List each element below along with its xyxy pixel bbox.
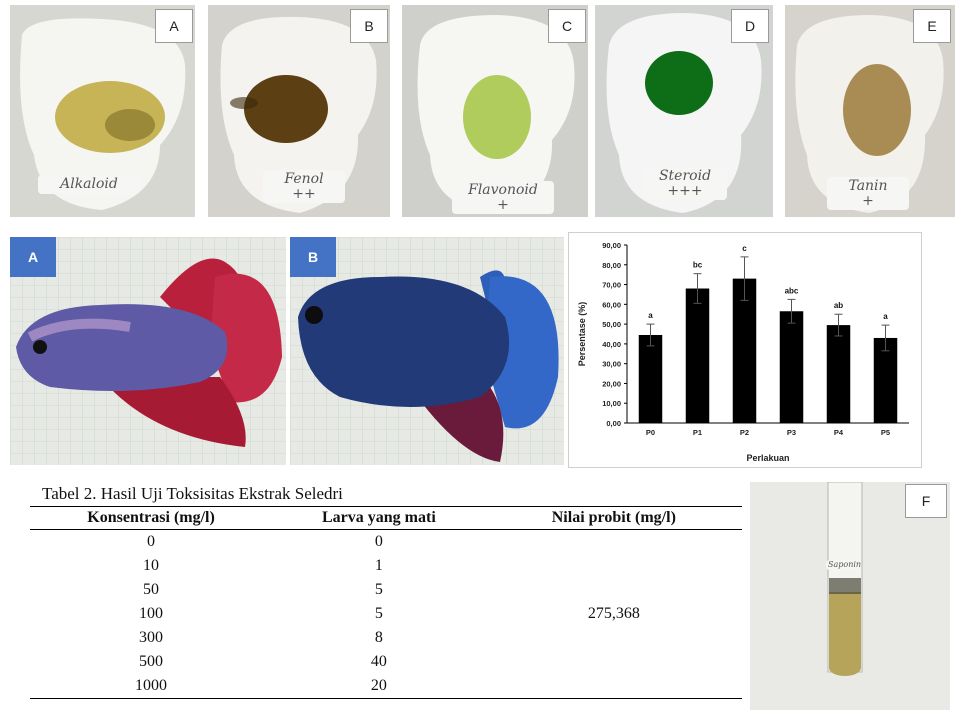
tube-label: Saponin (826, 560, 862, 571)
cell-larva: 5 (374, 605, 383, 622)
phyto-photo-fenol: Fenol ++ B (208, 5, 390, 217)
significance-label: a (883, 312, 888, 321)
toxicity-table: Konsentrasi (mg/l) Larva yang mati Nilai… (30, 506, 742, 699)
fish-photo-b: B (290, 237, 564, 465)
y-tick-label: 80,00 (602, 261, 621, 270)
label-steroid: Steroid +++ (643, 167, 727, 201)
label-flavonoid: Flavonoid + (452, 181, 554, 215)
cell-probit: 275,368 (485, 529, 742, 699)
cell-larva: 1 (374, 557, 383, 574)
cell-larva: 0 (374, 533, 383, 550)
y-axis-title: Persentase (%) (577, 302, 587, 367)
toxicity-table-area: Tabel 2. Hasil Uji Toksisitas Ekstrak Se… (30, 482, 742, 704)
bar-p0 (638, 334, 663, 423)
x-tick-label: P2 (740, 428, 749, 437)
phyto-photo-steroid: Steroid +++ D (595, 5, 773, 217)
cell-konsentrasi: 50 (143, 581, 160, 598)
cell-larva: 8 (374, 629, 383, 646)
y-tick-label: 10,00 (602, 399, 621, 408)
y-tick-label: 60,00 (602, 300, 621, 309)
phyto-photo-flavonoid: Flavonoid + C (402, 5, 588, 217)
bar-p2 (732, 278, 757, 423)
bar-chart: 0,00 10,00 20,00 30,00 40,00 50,00 60,00 70,00 8… (577, 241, 909, 463)
x-tick-label: P1 (693, 428, 702, 437)
table-row: 1000 20 (30, 674, 742, 699)
panel-letter-d: D (731, 9, 769, 43)
bar-p1 (685, 288, 710, 423)
table-row: 100 5 (30, 602, 742, 626)
table-row: 500 40 (30, 650, 742, 674)
significance-label: bc (693, 261, 703, 270)
x-tick-label: P0 (646, 428, 655, 437)
table-row: 50 5 (30, 578, 742, 602)
cell-konsentrasi: 0 (147, 533, 156, 550)
bar-p5 (873, 337, 898, 423)
bar-p4 (826, 325, 851, 423)
label-fenol: Fenol ++ (263, 170, 345, 204)
phyto-photo-alkaloid: Alkaloid A (10, 5, 195, 217)
y-tick-label: 30,00 (602, 360, 621, 369)
table-row: 300 8 (30, 626, 742, 650)
y-tick-label: 20,00 (602, 379, 621, 388)
cell-konsentrasi: 300 (139, 629, 164, 646)
panel-letter-b: B (350, 9, 388, 43)
cell-konsentrasi: 100 (139, 605, 164, 622)
panel-letter-f: F (905, 484, 947, 518)
table-header-row: Konsentrasi (mg/l) Larva yang mati Nilai… (30, 506, 742, 530)
x-tick-label: P3 (787, 428, 796, 437)
cell-konsentrasi: 10 (143, 557, 160, 574)
panel-letter-c: C (548, 9, 586, 43)
panel-letter-e: E (913, 9, 951, 43)
cell-konsentrasi: 500 (139, 653, 164, 670)
x-axis-title: Perlakuan (746, 453, 789, 463)
x-tick-label: P5 (881, 428, 890, 437)
y-tick-label: 0,00 (606, 419, 621, 428)
significance-label: c (742, 244, 747, 253)
y-tick-label: 50,00 (602, 320, 621, 329)
y-tick-label: 70,00 (602, 281, 621, 290)
cell-konsentrasi: 1000 (30, 674, 273, 699)
fish-label-a: A (10, 237, 56, 277)
phyto-photo-tanin: Tanin + E (785, 5, 955, 217)
betta-fish-image-b (290, 237, 564, 465)
label-tanin: Tanin + (827, 177, 909, 211)
table-caption: Tabel 2. Hasil Uji Toksisitas Ekstrak Se… (42, 484, 343, 503)
header-probit: Nilai probit (mg/l) (485, 506, 742, 530)
fish-photo-a: A (10, 237, 286, 465)
bar-chart-panel: 0,00 10,00 20,00 30,00 40,00 50,00 60,00 70,00 8… (568, 232, 922, 468)
cell-larva: 5 (374, 581, 383, 598)
label-alkaloid: Alkaloid (38, 175, 140, 194)
significance-label: abc (785, 286, 799, 295)
table-row: 10 1 (30, 554, 742, 578)
tube-photo: Saponin F (750, 482, 950, 710)
y-tick-label: 40,00 (602, 340, 621, 349)
betta-fish-image-a (10, 237, 286, 465)
significance-label: a (648, 311, 653, 320)
header-larva: Larva yang mati (272, 506, 486, 530)
test-tube-image (750, 482, 950, 710)
significance-label: ab (834, 301, 843, 310)
y-tick-label: 90,00 (602, 241, 621, 250)
cell-larva: 40 (370, 653, 387, 670)
table-row: 0 0 275,368 (30, 529, 742, 699)
fish-label-b: B (290, 237, 336, 277)
bar-p3 (779, 311, 804, 423)
x-tick-label: P4 (834, 428, 844, 437)
cell-larva: 20 (272, 674, 486, 699)
panel-letter-a: A (155, 9, 193, 43)
header-konsentrasi: Konsentrasi (mg/l) (30, 506, 273, 530)
